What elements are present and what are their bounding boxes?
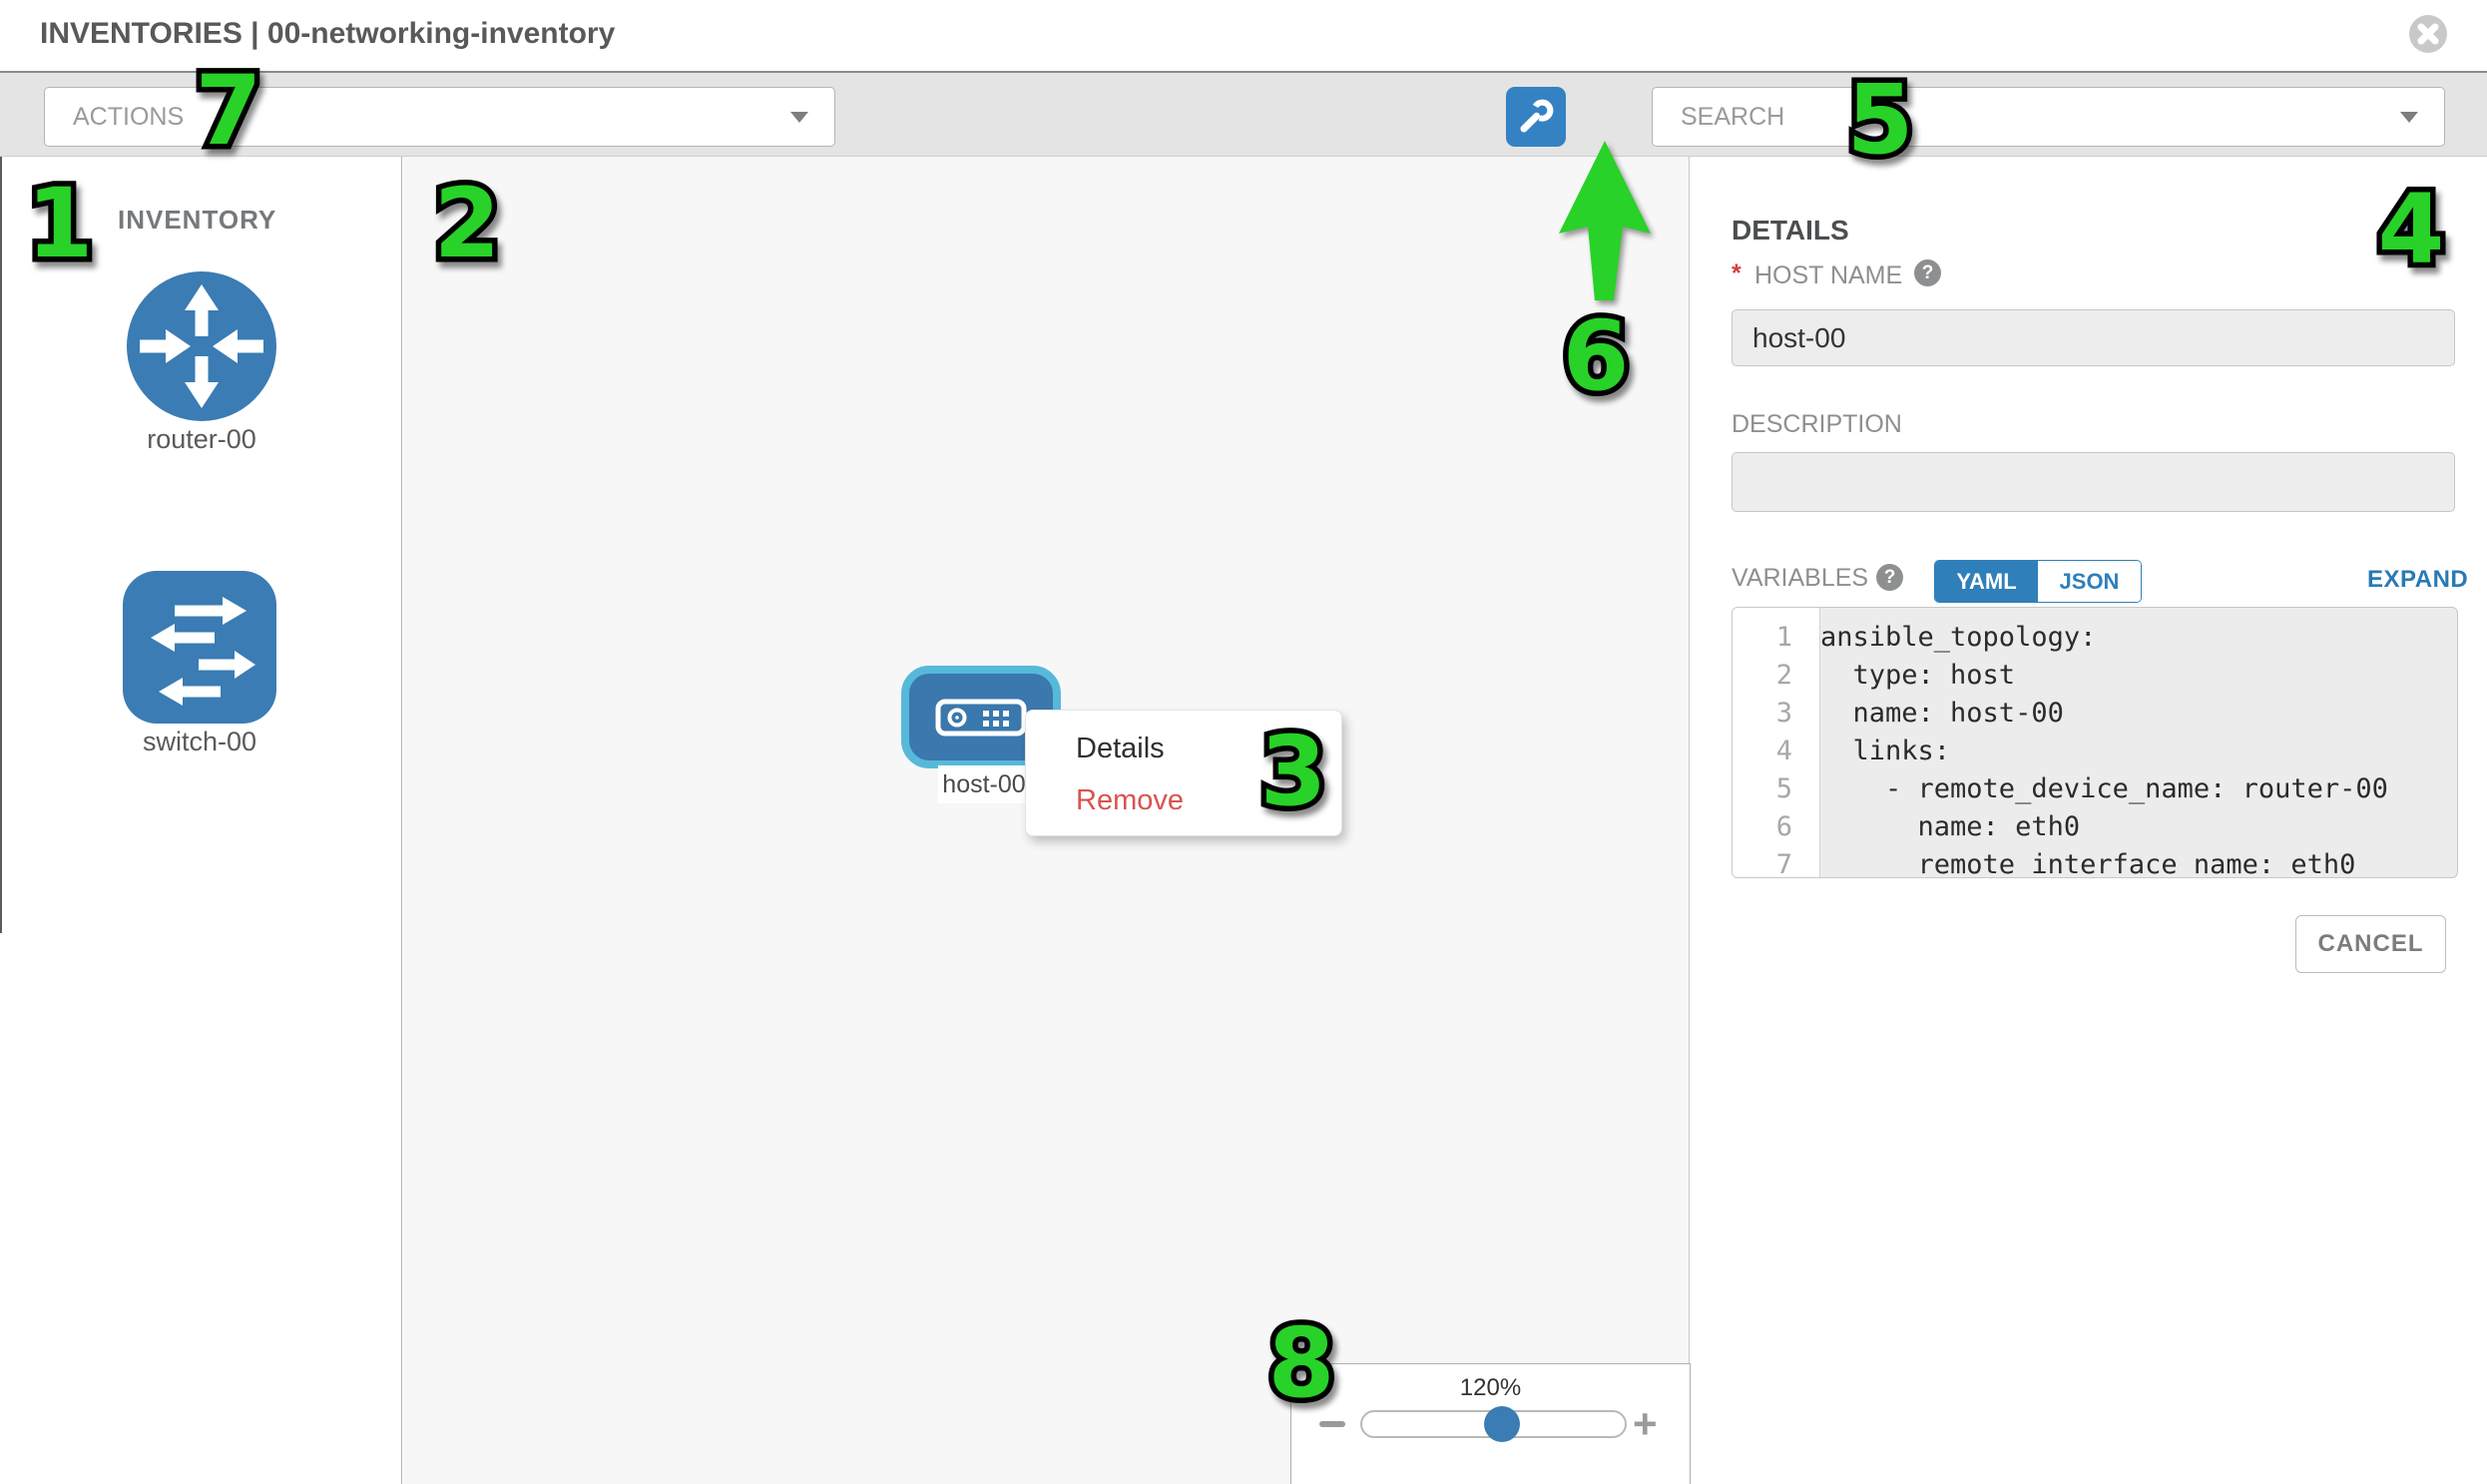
page-title: INVENTORIES | 00-networking-inventory xyxy=(40,17,616,50)
variables-help-icon[interactable]: ? xyxy=(1876,564,1903,591)
inventory-heading: INVENTORY xyxy=(118,205,277,235)
variables-format-toggle: YAML JSON xyxy=(1934,560,2142,603)
actions-dropdown[interactable]: ACTIONS xyxy=(44,87,835,147)
node-context-menu: Details Remove xyxy=(1025,710,1342,836)
required-marker: * xyxy=(1732,259,1741,287)
code-line: 1 ansible_topology: xyxy=(1775,621,2097,653)
wrench-icon xyxy=(1520,99,1554,133)
topology-canvas[interactable]: host-00 Details Remove 120% + xyxy=(403,157,1691,1484)
close-icon xyxy=(2417,23,2439,45)
toolbar: ACTIONS SEARCH xyxy=(0,71,2487,209)
code-line: 7 remote_interface_name: eth0 xyxy=(1775,848,2356,878)
zoom-in-button[interactable]: + xyxy=(1633,1400,1658,1447)
device-palette-sidebar: INVENTORY router-00 xyxy=(0,157,402,1484)
zoom-slider-knob[interactable] xyxy=(1484,1406,1520,1442)
description-input[interactable] xyxy=(1732,452,2455,512)
variables-editor[interactable]: 1 ansible_topology: 2 type: host 3 name: … xyxy=(1732,607,2458,878)
context-menu-remove[interactable]: Remove xyxy=(1076,784,1184,816)
yaml-toggle-button[interactable]: YAML xyxy=(1935,561,2038,602)
context-menu-details[interactable]: Details xyxy=(1076,733,1165,764)
host-name-help-icon[interactable]: ? xyxy=(1914,259,1941,286)
code-line: 4 links: xyxy=(1775,735,1951,766)
code-line: 5 - remote_device_name: router-00 xyxy=(1775,772,2388,804)
description-label: DESCRIPTION xyxy=(1732,410,1902,438)
chevron-down-icon xyxy=(790,111,808,123)
cancel-button[interactable]: CANCEL xyxy=(2295,915,2446,973)
sidebar-edge-line xyxy=(0,157,2,933)
code-line: 2 type: host xyxy=(1775,659,2016,691)
details-heading: DETAILS xyxy=(1732,215,1849,246)
tools-button[interactable] xyxy=(1506,87,1566,147)
host-icon xyxy=(935,699,1027,736)
actions-dropdown-label: ACTIONS xyxy=(73,102,185,131)
switch-label: switch-00 xyxy=(142,727,257,756)
close-button[interactable] xyxy=(2409,15,2447,53)
expand-link[interactable]: EXPAND xyxy=(2367,566,2469,593)
zoom-widget: 120% + xyxy=(1290,1363,1691,1484)
json-toggle-button[interactable]: JSON xyxy=(2038,561,2141,602)
search-dropdown[interactable]: SEARCH xyxy=(1652,87,2445,147)
search-dropdown-label: SEARCH xyxy=(1681,102,1785,131)
editor-code: 1 ansible_topology: 2 type: host 3 name: … xyxy=(1733,618,2457,878)
zoom-level-value: 120% xyxy=(1459,1374,1522,1401)
host-name-input[interactable] xyxy=(1732,309,2455,366)
router-palette-item[interactable] xyxy=(127,271,276,421)
variables-label: VARIABLES xyxy=(1732,564,1869,592)
details-panel: DETAILS * HOST NAME ? DESCRIPTION VARIAB… xyxy=(1691,157,2487,1484)
header: INVENTORIES | 00-networking-inventory xyxy=(0,0,2487,71)
host-node-label: host-00 xyxy=(938,765,1030,803)
router-icon xyxy=(140,284,263,408)
switch-palette-item[interactable] xyxy=(123,571,276,724)
code-line: 6 name: eth0 xyxy=(1775,810,2081,842)
switch-icon xyxy=(151,597,255,706)
router-label: router-00 xyxy=(147,424,256,454)
editor-gutter xyxy=(1733,608,1820,877)
code-line: 3 name: host-00 xyxy=(1775,697,2064,729)
zoom-out-button[interactable] xyxy=(1319,1421,1345,1427)
host-name-label: HOST NAME xyxy=(1754,261,1903,289)
chevron-down-icon xyxy=(2400,111,2418,123)
